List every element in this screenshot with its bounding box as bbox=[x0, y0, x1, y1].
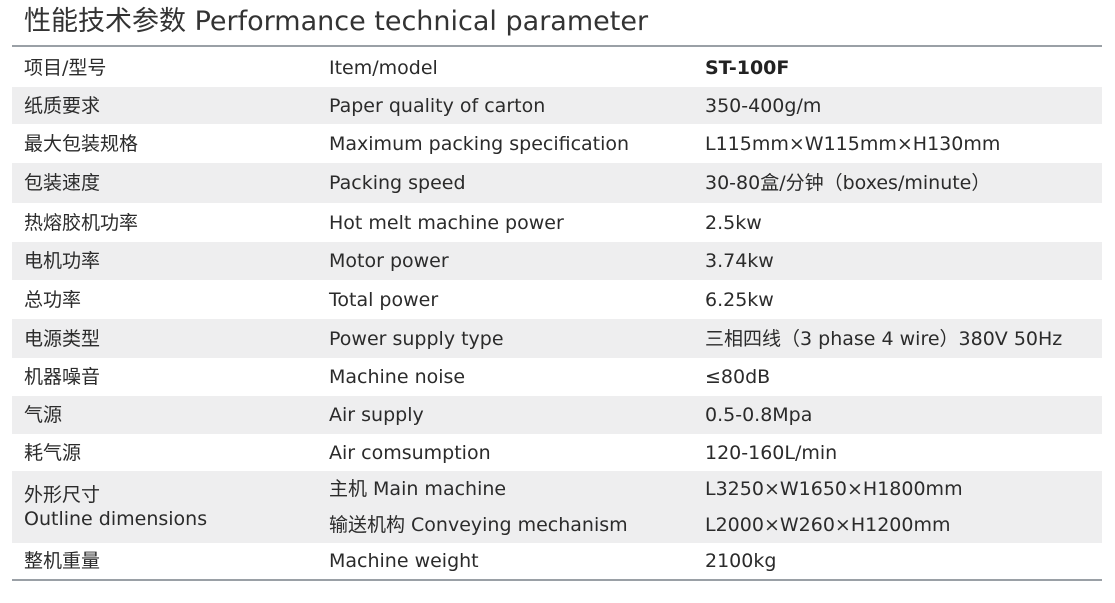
table-row: 最大包装规格 Maximum packing specification L11… bbox=[12, 124, 1102, 163]
conveying-label: 输送机构 Conveying mechanism bbox=[329, 514, 628, 536]
param-value: 30-80盒/分钟（boxes/minute） bbox=[705, 172, 991, 194]
table-row: 包装速度 Packing speed 30-80盒/分钟（boxes/minut… bbox=[12, 163, 1102, 203]
table-row: 耗气源 Air comsumption 120-160L/min bbox=[12, 434, 1102, 471]
param-cn: 耗气源 bbox=[24, 441, 82, 464]
table-row: 项目/型号 Item/model ST-100F bbox=[12, 49, 1102, 87]
table-row: 纸质要求 Paper quality of carton 350-400g/m bbox=[12, 87, 1102, 124]
param-value: ST-100F bbox=[705, 57, 790, 79]
conveying-value: L2000×W260×H1200mm bbox=[705, 514, 951, 536]
param-en: Hot melt machine power bbox=[329, 211, 564, 234]
param-cn: 最大包装规格 bbox=[24, 132, 139, 155]
table-row: 气源 Air supply 0.5-0.8Mpa bbox=[12, 396, 1102, 434]
param-en: Machine noise bbox=[329, 366, 466, 388]
main-machine-value: L3250×W1650×H1800mm bbox=[705, 478, 963, 500]
table-row: 总功率 Total power 6.25kw bbox=[12, 280, 1102, 319]
param-en: Maximum packing specification bbox=[329, 132, 630, 155]
param-cn: 纸质要求 bbox=[24, 94, 101, 117]
param-en: Packing speed bbox=[329, 172, 466, 194]
outline-en: Outline dimensions bbox=[24, 508, 208, 530]
outline-label: 外形尺寸 Outline dimensions bbox=[12, 471, 317, 543]
param-cn: 热熔胶机功率 bbox=[24, 211, 139, 234]
main-machine-subrow: 主机 Main machine L3250×W1650×H1800mm bbox=[317, 471, 1102, 507]
param-en: Item/model bbox=[329, 57, 438, 79]
param-value: 2.5kw bbox=[705, 211, 762, 234]
param-cn: 总功率 bbox=[24, 288, 82, 311]
param-value: ≤80dB bbox=[705, 366, 771, 388]
param-en: Paper quality of carton bbox=[329, 94, 546, 117]
spec-table: 项目/型号 Item/model ST-100F 纸质要求 Paper qual… bbox=[12, 49, 1102, 581]
param-value: 350-400g/m bbox=[705, 94, 822, 117]
page-title: 性能技术参数 Performance technical parameter bbox=[24, 6, 649, 37]
outline-values: 主机 Main machine L3250×W1650×H1800mm 输送机构… bbox=[317, 471, 1102, 543]
param-cn: 电源类型 bbox=[24, 327, 101, 350]
title-divider bbox=[12, 45, 1102, 47]
param-en: Air supply bbox=[329, 404, 424, 426]
param-cn: 包装速度 bbox=[24, 172, 101, 194]
param-cn: 电机功率 bbox=[24, 250, 101, 272]
outline-cn: 外形尺寸 bbox=[24, 484, 101, 506]
param-value: L115mm×W115mm×H130mm bbox=[705, 132, 1001, 155]
outline-dimensions-row: 外形尺寸 Outline dimensions 主机 Main machine … bbox=[12, 471, 1102, 543]
table-row: 电源类型 Power supply type 三相四线（3 phase 4 wi… bbox=[12, 319, 1102, 358]
param-value: 6.25kw bbox=[705, 288, 774, 311]
table-row: 机器噪音 Machine noise ≤80dB bbox=[12, 358, 1102, 396]
table-row: 整机重量 Machine weight 2100kg bbox=[12, 543, 1102, 581]
table-row: 热熔胶机功率 Hot melt machine power 2.5kw bbox=[12, 203, 1102, 242]
conveying-subrow: 输送机构 Conveying mechanism L2000×W260×H120… bbox=[317, 507, 1102, 543]
param-en: Total power bbox=[329, 288, 439, 311]
param-en: Power supply type bbox=[329, 327, 504, 350]
param-value: 三相四线（3 phase 4 wire）380V 50Hz bbox=[705, 327, 1063, 350]
param-cn: 项目/型号 bbox=[24, 57, 107, 79]
weight-value: 2100kg bbox=[705, 550, 777, 572]
param-en: Air comsumption bbox=[329, 441, 491, 464]
param-en: Motor power bbox=[329, 250, 449, 272]
param-cn: 气源 bbox=[24, 404, 63, 426]
weight-cn: 整机重量 bbox=[24, 550, 101, 572]
param-value: 0.5-0.8Mpa bbox=[705, 404, 813, 426]
weight-en: Machine weight bbox=[329, 550, 479, 572]
param-value: 120-160L/min bbox=[705, 441, 838, 464]
main-machine-label: 主机 Main machine bbox=[329, 478, 507, 500]
table-row: 电机功率 Motor power 3.74kw bbox=[12, 242, 1102, 280]
param-value: 3.74kw bbox=[705, 250, 774, 272]
param-cn: 机器噪音 bbox=[24, 366, 101, 388]
